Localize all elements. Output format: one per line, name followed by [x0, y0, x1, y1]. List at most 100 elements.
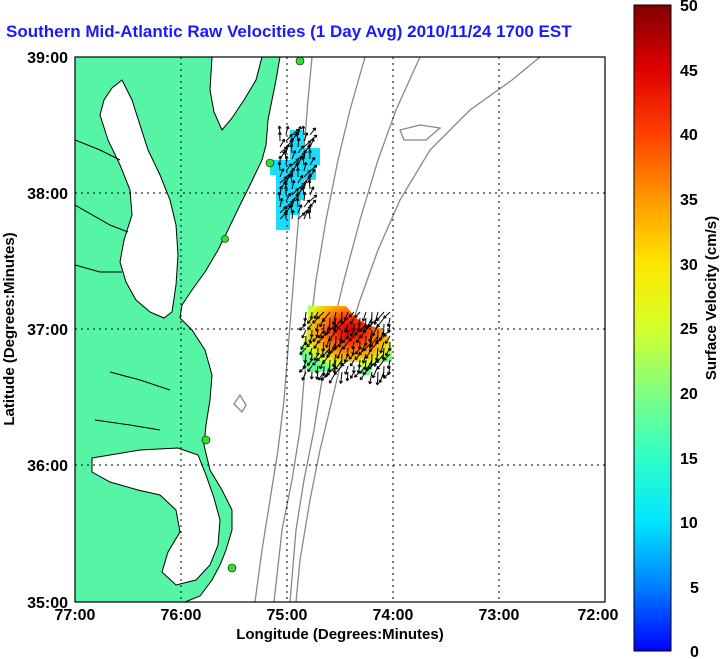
velocity-arrow	[303, 132, 309, 142]
velocity-arrow	[354, 371, 361, 378]
velocity-arrow	[359, 323, 367, 332]
velocity-arrow	[309, 127, 316, 136]
velocity-arrow	[277, 131, 282, 142]
velocity-arrow	[279, 197, 284, 208]
velocity-arrow	[307, 179, 312, 190]
x-tick: 74:00	[373, 607, 414, 624]
velocity-arrow	[326, 365, 337, 376]
velocity-arrow	[335, 317, 343, 328]
velocity-arrow	[339, 371, 343, 384]
velocity-arrow	[303, 161, 308, 172]
velocity-arrow	[319, 317, 325, 328]
colorbar-ticks: 50 45 40 35 30 25 20 15 10 5 0	[680, 0, 699, 659]
velocity-patch-north	[270, 130, 320, 230]
velocity-arrow	[344, 323, 349, 333]
velocity-arrow	[333, 323, 343, 333]
radar-stations	[201, 57, 305, 573]
colorbar-tick: 50	[680, 0, 698, 15]
velocity-arrow	[322, 311, 331, 323]
velocity-arrow	[348, 335, 355, 342]
x-tick: 77:00	[55, 607, 96, 624]
velocity-arrow	[308, 347, 313, 356]
velocity-arrow	[309, 371, 314, 380]
velocity-arrow	[279, 168, 285, 178]
velocity-arrow	[321, 347, 331, 358]
velocity-arrow	[291, 150, 297, 160]
x-tick: 75:00	[267, 607, 308, 624]
velocity-arrow	[342, 341, 349, 350]
velocity-arrow	[355, 347, 361, 355]
velocity-arrow	[297, 145, 304, 154]
velocity-arrow	[307, 149, 312, 160]
velocity-arrow	[306, 359, 313, 366]
velocity-arrow	[349, 359, 355, 367]
velocity-arrow	[285, 192, 292, 202]
pamlico-sound	[91, 447, 221, 586]
velocity-arrow	[354, 329, 361, 336]
colorbar-tick: 20	[680, 386, 698, 403]
velocity-arrow	[279, 138, 285, 148]
velocity-arrow	[341, 335, 349, 344]
velocity-arrow	[309, 194, 318, 202]
velocity-arrow	[317, 371, 325, 381]
velocity-arrow	[325, 335, 331, 348]
station-marker	[221, 235, 229, 243]
velocity-arrow	[336, 347, 343, 359]
x-tick: 72:00	[578, 607, 619, 624]
x-axis-label: Longitude (Degrees:Minutes)	[236, 626, 444, 643]
velocity-arrow	[340, 317, 349, 325]
velocity-arrow	[326, 323, 337, 334]
velocity-arrow	[379, 341, 385, 354]
velocity-arrow	[383, 329, 391, 337]
grid-lines	[75, 57, 605, 602]
station-marker	[201, 435, 211, 445]
velocity-arrow	[316, 335, 325, 344]
station-marker	[295, 57, 305, 66]
velocity-arrow	[301, 155, 306, 166]
velocity-arrow	[334, 359, 343, 370]
velocity-arrow	[298, 365, 307, 373]
velocity-arrow	[375, 335, 385, 345]
y-tick: 35:00	[27, 595, 68, 612]
velocity-arrows-north	[277, 125, 318, 220]
velocity-arrow	[309, 156, 316, 166]
velocity-arrow	[370, 335, 379, 348]
colorbar-tick: 0	[690, 644, 699, 659]
velocity-arrow	[301, 125, 306, 136]
velocity-arrow	[385, 347, 391, 357]
y-tick: 38:00	[27, 186, 68, 203]
colorbar-tick: 5	[690, 580, 699, 597]
velocity-arrow	[285, 163, 292, 172]
y-axis-ticks: 39:00 38:00 37:00 36:00 35:00	[27, 50, 68, 612]
velocity-arrow	[308, 335, 313, 344]
y-axis-label: Latitude (Degrees:Minutes)	[1, 232, 18, 425]
colorbar-tick: 40	[680, 127, 698, 144]
map-title: Southern Mid-Atlantic Raw Velocities (1 …	[6, 22, 572, 41]
velocity-arrow	[354, 311, 361, 318]
x-tick: 76:00	[161, 607, 202, 624]
velocity-arrow	[284, 155, 289, 166]
velocity-arrow	[383, 353, 391, 361]
velocity-arrow	[368, 371, 373, 385]
velocity-arrow	[301, 329, 307, 339]
velocity-arrow	[376, 353, 385, 364]
velocity-arrow	[349, 371, 355, 379]
velocity-arrow	[313, 311, 319, 320]
velocity-arrow	[297, 204, 303, 214]
velocity-arrow	[348, 353, 355, 360]
velocity-arrow	[306, 341, 313, 348]
y-tick: 39:00	[27, 50, 68, 67]
velocity-arrow	[362, 341, 373, 352]
velocity-arrow	[378, 371, 385, 383]
velocity-arrow	[284, 209, 289, 220]
velocity-arrow	[307, 365, 313, 373]
velocity-arrow	[361, 311, 367, 322]
colorbar-label: Surface Velocity (cm/s)	[703, 216, 720, 380]
y-tick: 37:00	[27, 322, 68, 339]
delaware-bay	[209, 57, 263, 131]
velocity-arrow	[299, 347, 307, 356]
velocity-arrow	[348, 311, 355, 318]
velocity-arrow	[312, 335, 319, 342]
velocity-arrow	[301, 371, 307, 381]
